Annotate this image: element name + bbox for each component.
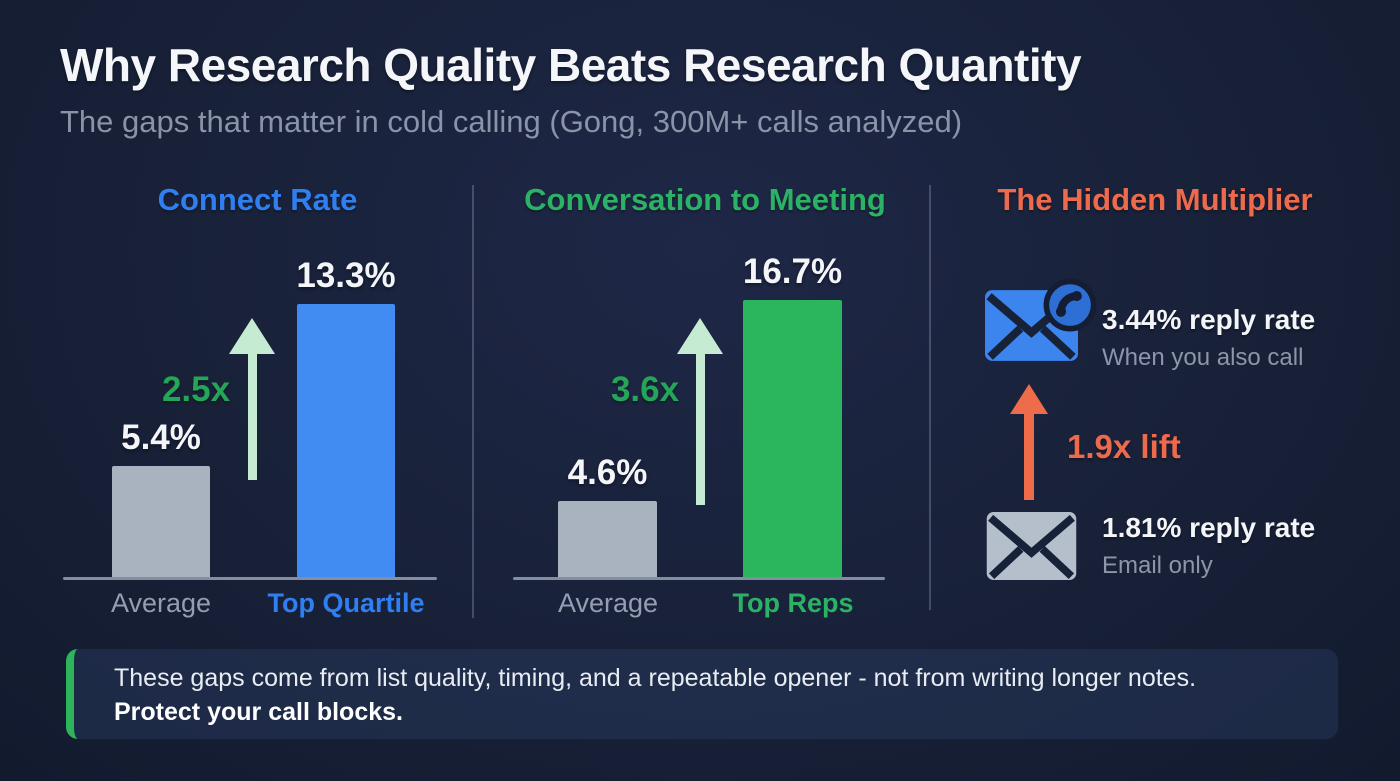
- conversation-to-meeting-chart: Conversation to Meeting 4.6% 16.7% 3.6x …: [505, 182, 905, 625]
- reply-rate-email-only: 1.81% reply rate: [1102, 512, 1316, 543]
- arrow-shaft: [1024, 414, 1034, 500]
- bar-value-label: 5.4%: [121, 418, 201, 457]
- arrow-head: [229, 318, 275, 354]
- arrow-shaft: [247, 354, 257, 480]
- callout-text: These gaps come from list quality, timin…: [114, 664, 1197, 692]
- panel-divider: [472, 185, 474, 618]
- bar-rect-top-reps: [743, 300, 842, 577]
- chart-title-conversation-to-meeting: Conversation to Meeting: [524, 182, 886, 217]
- bar-value-label: 16.7%: [742, 252, 843, 291]
- multiplier-label: 2.5x: [161, 370, 231, 409]
- callout-emphasis: Protect your call blocks.: [114, 698, 403, 726]
- chart-title-hidden-multiplier: The Hidden Multiplier: [997, 182, 1313, 217]
- lift-label: 1.9x lift: [1067, 428, 1181, 465]
- connect-rate-chart: Connect Rate 5.4% 13.3% 2.5x Average Top…: [60, 182, 455, 625]
- bar-top-quartile: 13.3%: [296, 256, 396, 577]
- category-label-average: Average: [110, 588, 212, 618]
- bar-average: 5.4%: [112, 418, 210, 577]
- up-arrow-icon: [229, 318, 275, 480]
- up-arrow-icon: [677, 318, 723, 505]
- reply-rate-with-call: 3.44% reply rate: [1102, 304, 1316, 335]
- takeaway-callout: These gaps come from list quality, timin…: [66, 649, 1338, 739]
- email-only-icon: [986, 511, 1077, 581]
- bar-value-label: 4.6%: [567, 453, 648, 492]
- reply-rate-with-call-caption: When you also call: [1102, 344, 1304, 371]
- bar-rect-average: [112, 466, 210, 577]
- chart-title-connect-rate: Connect Rate: [157, 182, 358, 217]
- x-axis-line: [63, 577, 437, 580]
- page-title: Why Research Quality Beats Research Quan…: [60, 39, 1082, 91]
- category-label-top-quartile: Top Quartile: [267, 588, 425, 618]
- bar-average: 4.6%: [558, 453, 657, 577]
- hidden-multiplier-panel: The Hidden Multiplier 3.44% reply rate W…: [955, 182, 1355, 625]
- category-label-top-reps: Top Reps: [732, 588, 854, 618]
- lift-arrow-icon: [1010, 384, 1048, 500]
- arrow-shaft: [695, 354, 705, 505]
- x-axis-line: [513, 577, 885, 580]
- bar-rect-average: [558, 501, 657, 577]
- page-subtitle: The gaps that matter in cold calling (Go…: [60, 104, 963, 139]
- reply-rate-email-only-caption: Email only: [1102, 552, 1213, 579]
- panel-divider: [929, 185, 931, 610]
- multiplier-label: 3.6x: [610, 370, 680, 409]
- arrow-head: [1010, 384, 1048, 414]
- bar-rect-top-quartile: [297, 304, 395, 577]
- arrow-head: [677, 318, 723, 354]
- bar-value-label: 13.3%: [296, 256, 396, 295]
- phone-icon: [1043, 278, 1097, 332]
- bar-top-reps: 16.7%: [743, 252, 842, 577]
- category-label-average: Average: [557, 588, 659, 618]
